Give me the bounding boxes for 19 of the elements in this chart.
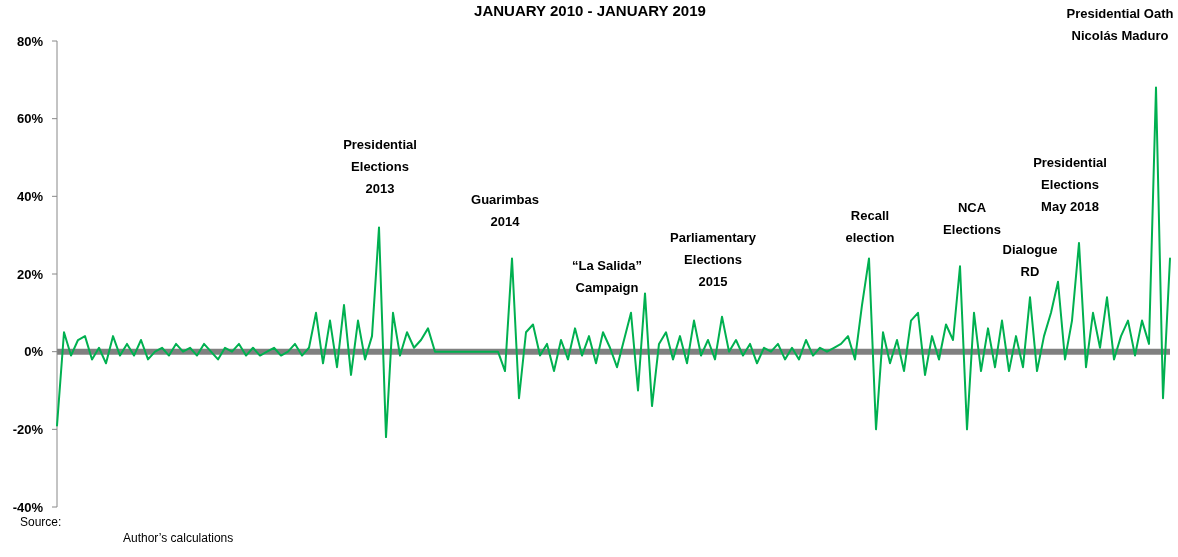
line-series	[56, 86, 1171, 439]
text: Source: Author’s calculations	[20, 515, 234, 545]
annotation: Presidential Elections May 2018	[1033, 155, 1107, 214]
y-tick-label: 60%	[16, 111, 44, 127]
y-tick-label: 20%	[16, 266, 44, 282]
chart-title: JANUARY 2010 - JANUARY 2019	[474, 2, 706, 19]
annotation: Presidential Oath Nicolás Maduro	[1066, 6, 1174, 43]
y-tick-label: 80%	[16, 33, 44, 49]
annotation: NCA Elections	[943, 200, 1001, 237]
annotation: “La Salida” Campaign	[571, 258, 643, 295]
y-tick-label: 40%	[16, 188, 44, 204]
annotation: Guarimbas 2014	[471, 192, 539, 229]
annotation: Recall election	[845, 208, 895, 245]
annotation: Presidential Elections 2013	[343, 137, 417, 196]
annotation: Parliamentary Elections 2015	[670, 230, 757, 289]
y-tick-label: 0%	[24, 344, 44, 360]
y-tick-label: -20%	[12, 421, 44, 437]
annotation: Dialogue RD	[1002, 242, 1058, 279]
y-tick-label: -40%	[12, 499, 44, 515]
